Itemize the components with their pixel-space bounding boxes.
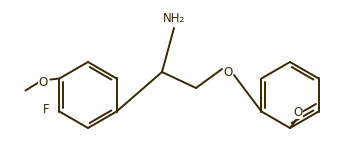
Text: NH₂: NH₂ — [163, 12, 185, 24]
Text: O: O — [223, 66, 233, 78]
Text: O: O — [293, 105, 303, 119]
Text: F: F — [43, 103, 49, 116]
Text: O: O — [39, 76, 48, 89]
